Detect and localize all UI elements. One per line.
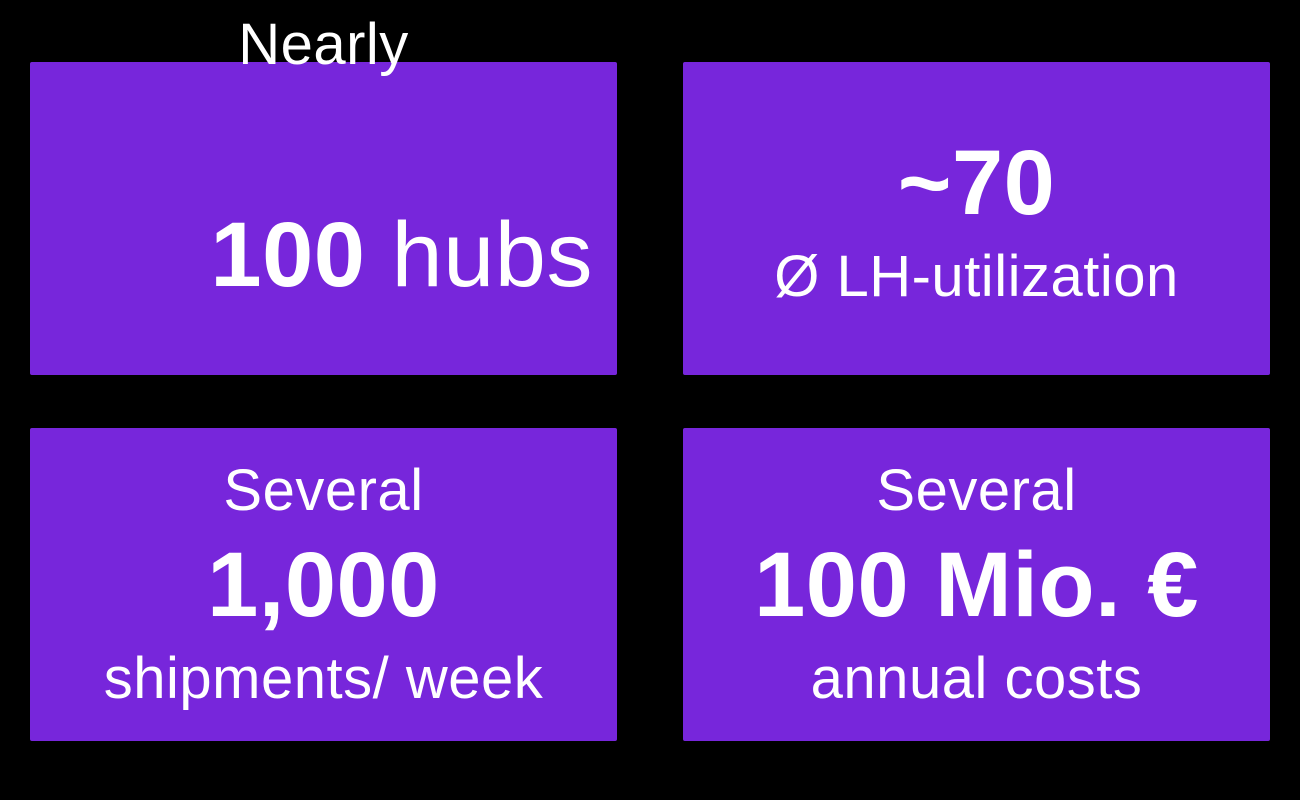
stat-hubs-value-line: 100 hubs bbox=[54, 81, 593, 429]
stat-card-annual-costs: Several 100 Mio. € annual costs bbox=[683, 428, 1270, 741]
stat-card-shipments: Several 1,000 shipments/ week bbox=[30, 428, 617, 741]
stat-utilization-value: ~70 bbox=[897, 131, 1056, 234]
stats-grid: Nearly 100 hubs ~70 Ø LH-utilization Sev… bbox=[30, 12, 1270, 741]
stat-hubs-value: 100 bbox=[210, 203, 366, 306]
stat-card-hubs: Nearly 100 hubs bbox=[30, 12, 617, 375]
stat-costs-label: annual costs bbox=[810, 645, 1143, 711]
stat-costs-prefix: Several bbox=[876, 457, 1077, 523]
stat-utilization-label: Ø LH-utilization bbox=[774, 243, 1179, 309]
stat-hubs-prefix: Nearly bbox=[238, 11, 409, 77]
stat-costs-value: 100 Mio. € bbox=[754, 533, 1199, 636]
stat-shipments-prefix: Several bbox=[223, 457, 424, 523]
stat-card-lh-utilization: ~70 Ø LH-utilization bbox=[683, 62, 1270, 375]
stat-shipments-label: shipments/ week bbox=[103, 645, 544, 711]
stat-shipments-value: 1,000 bbox=[207, 533, 440, 636]
stat-hubs-unit: hubs bbox=[365, 203, 593, 306]
